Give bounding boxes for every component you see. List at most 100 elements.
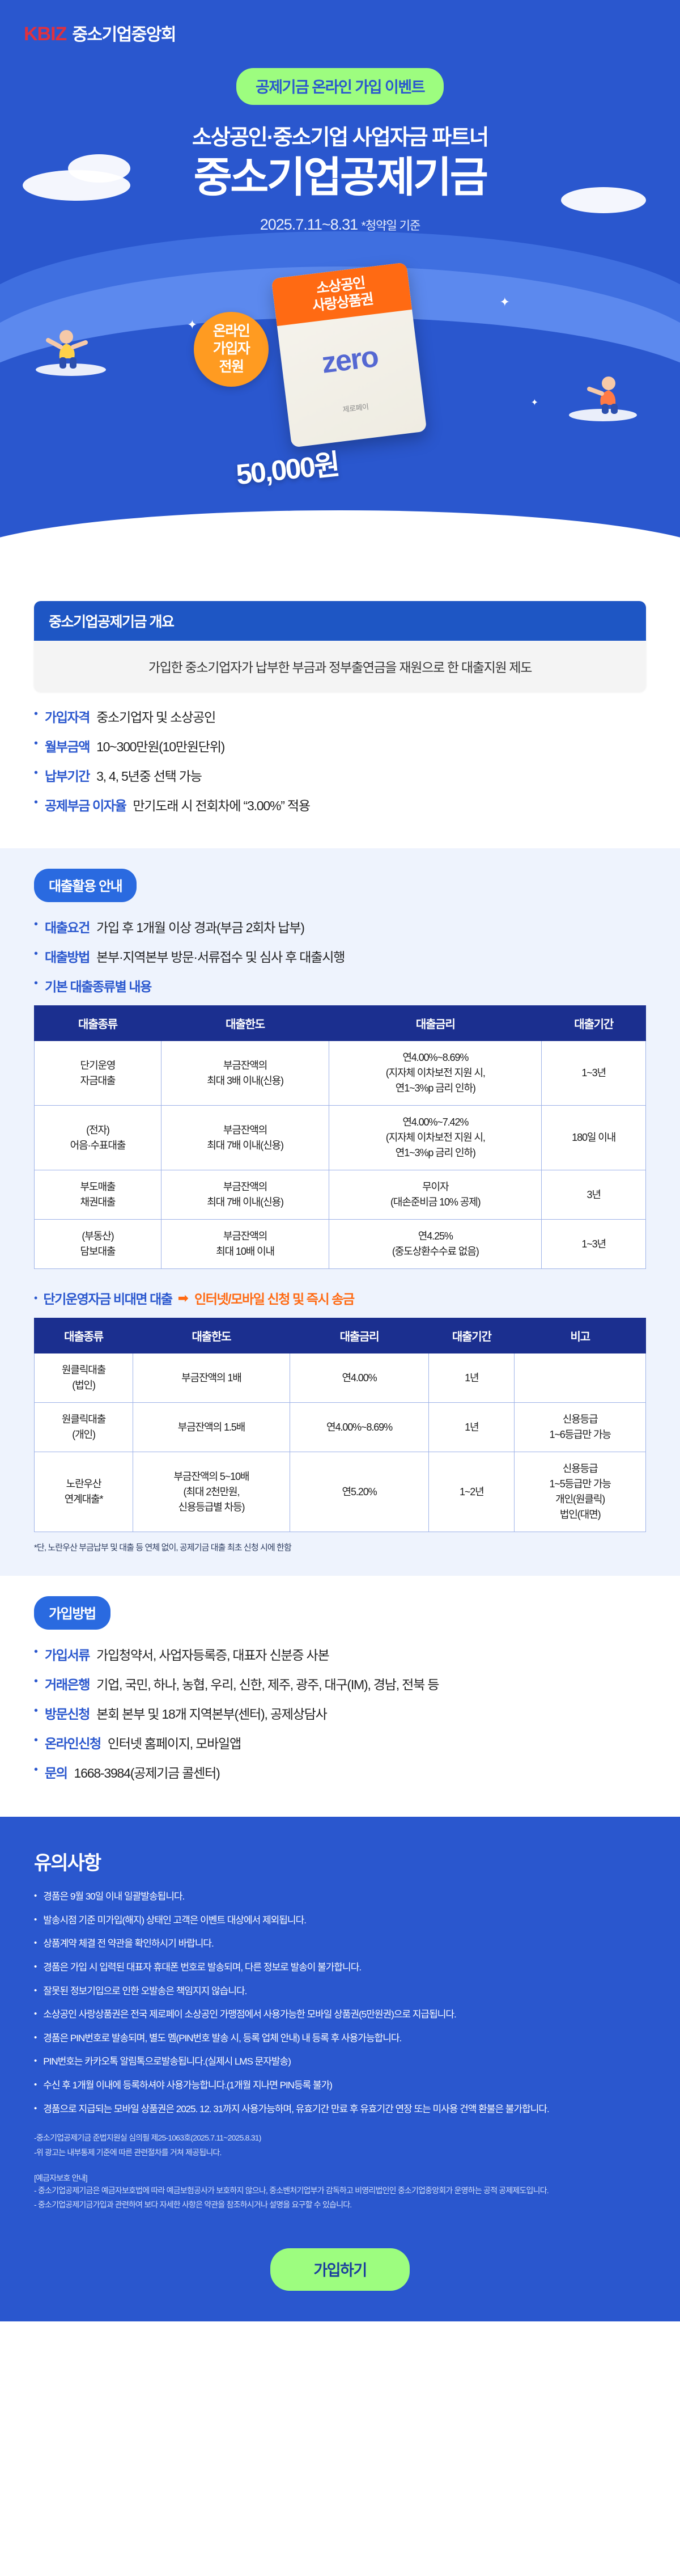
table-cell: 1~3년 [541, 1040, 646, 1106]
table-cell [514, 1353, 646, 1403]
notice-item: • 잘못된 정보기입으로 인한 오발송은 책임지지 않습니다. [34, 1985, 646, 1999]
legal-line: -중소기업공제기금 준법지원실 심의필 제25-1063호(2025.7.11~… [34, 2133, 261, 2143]
table-column-header: 대출종류 [33, 1318, 134, 1353]
bullet-dot-icon: • [34, 796, 39, 809]
notice-text: 경품은 PIN번호로 발송되며, 별도 멤(PIN번호 발송 시, 등록 업체 … [43, 2032, 402, 2044]
join-section: 가입방법 • 가입서류 가입청약서, 사업자등록증, 대표자 신분증 사본 • … [0, 1576, 680, 1817]
bullet-dot-icon: • [34, 1704, 39, 1717]
table-cell: 부금잔액의 최대 7배 이내(신용) [160, 1170, 330, 1220]
gift-composition: 온라인 가입자 전원 소상공인 사랑상품권 zero 제로페이 50,000원 [181, 262, 499, 505]
bullet-dot-icon: • [34, 1646, 39, 1658]
table-cell: 180일 이내 [541, 1105, 646, 1170]
table-row: 원클릭대출 (개인) 부금잔액의 1.5배 연4.00%~8.69% 1년 신용등급 1~6… [33, 1402, 646, 1452]
loan-footnote: *단, 노란우산 부금납부 및 대출 등 연체 없이, 공제기금 대출 최초 신… [34, 1543, 292, 1553]
table-cell: 연4.00%~8.69% (지자체 이차보전 지원 시, 연1~3%p 금리 인하) [329, 1040, 542, 1106]
bullet-dot-icon: • [34, 977, 39, 989]
table-column-header: 대출기간 [541, 1005, 646, 1041]
bullet-key: 월부금액 [45, 739, 90, 754]
table-cell: 1년 [428, 1402, 515, 1452]
table-cell: 부금잔액의 5~10배 (최대 2천만원, 신용등급별 차등) [133, 1452, 290, 1532]
notice-text: 수신 후 1개월 이내에 등록하셔야 사용가능합니다.(1개월 지나면 PIN등… [43, 2080, 333, 2091]
bullet-dot-icon: • [34, 708, 39, 720]
table-cell: 연5.20% [289, 1452, 430, 1532]
bullet-value: 1668-3984(공제기금 콜센터) [74, 1766, 220, 1780]
untact-label: 단기운영자금 비대면 대출 [43, 1292, 173, 1306]
wave-bottom-white [0, 510, 680, 578]
bullet-dot-icon: • [34, 1763, 39, 1776]
table-cell: 부도매출 채권대출 [34, 1170, 162, 1220]
bullet-key: 문의 [45, 1766, 68, 1780]
cloud-icon [561, 187, 646, 213]
bullet-dot-icon: • [34, 1891, 37, 1901]
arrow-right-icon: ➡ [177, 1290, 189, 1305]
notice-item: • 발송시점 기준 미가입(해지) 상태인 고객은 이벤트 대상에서 제외됩니다. [34, 1914, 646, 1928]
list-item: • 가입서류 가입청약서, 사업자등록증, 대표자 신분증 사본 [34, 1644, 646, 1664]
list-item: • 거래은행 기업, 국민, 하나, 농협, 우리, 신한, 제주, 광주, 대… [34, 1674, 646, 1693]
hero-subtitle: 소상공인·중소기업 사업자금 파트너 [192, 126, 489, 150]
hero-title: 중소기업공제기금 [193, 154, 488, 201]
table-row: (부동산) 담보대출 부금잔액의 최대 10배 이내 연4.25% (중도상환수수료 없음… [34, 1219, 646, 1269]
legal-text: -중소기업공제기금 준법지원실 심의필 제25-1063호(2025.7.11~… [34, 2131, 646, 2159]
notice-item: • 경품은 PIN번호로 발송되며, 별도 멤(PIN번호 발송 시, 등록 업체… [34, 2032, 646, 2046]
table-cell: 원클릭대출 (개인) [33, 1402, 134, 1452]
bullet-value: 기업, 국민, 하나, 농협, 우리, 신한, 제주, 광주, 대구(IM), … [96, 1677, 439, 1692]
table-column-header: 비고 [514, 1318, 646, 1353]
bullet-key: 방문신청 [45, 1707, 90, 1721]
hero-date-note: *청약일 기준 [361, 219, 421, 232]
table-cell: 1~2년 [428, 1452, 515, 1532]
badge-line-3: 전원 [219, 358, 244, 375]
notice-text: 상품계약 체결 전 약관을 확인하시기 바랍니다. [43, 1938, 214, 1949]
sparkle-icon: ✦ [187, 318, 198, 332]
bullet-dot-icon: • [34, 1292, 38, 1304]
online-signup-badge: 온라인 가입자 전원 [194, 312, 269, 387]
list-item: • 대출방법 본부·지역본부 방문·서류접수 및 심사 후 대출시행 [34, 946, 646, 966]
bullet-dot-icon: • [34, 767, 39, 779]
table-column-header: 대출금리 [329, 1005, 542, 1041]
table-row: 부도매출 채권대출 부금잔액의 최대 7배 이내(신용) 무이자 (대손준비금 10% 공… [34, 1170, 646, 1220]
hero-section: KBIZ 중소기업중앙회 공제기금 온라인 가입 이벤트 소상공인·중소기업 사… [0, 0, 680, 578]
loan-section: 대출활용 안내 • 대출요건 가입 후 1개월 이상 경과(부금 2회차 납부)… [0, 848, 680, 1576]
surfer-illustration-left [36, 330, 106, 376]
sparkle-icon: ✦ [499, 295, 510, 309]
brand-logo[interactable]: KBIZ 중소기업중앙회 [24, 20, 177, 45]
table-cell: 무이자 (대손준비금 10% 공제) [329, 1170, 542, 1220]
notice-text: 경품은 9월 30일 이내 일괄발송됩니다. [43, 1891, 185, 1902]
bullet-dot-icon: • [34, 1961, 37, 1972]
notice-item: • 상품계약 체결 전 약관을 확인하시기 바랍니다. [34, 1937, 646, 1951]
signup-button[interactable]: 가입하기 [270, 2248, 410, 2291]
table-column-header: 대출종류 [34, 1005, 162, 1041]
table-row: 원클릭대출 (법인) 부금잔액의 1배 연4.00% 1년 [33, 1353, 646, 1403]
bullet-dot-icon: • [34, 2080, 37, 2090]
notice-text: 소상공인 사랑상품권은 전국 제로페이 소상공인 가맹점에서 사용가능한 모바일… [43, 2009, 456, 2020]
table-cell: 신용등급 1~6등급만 가능 [514, 1402, 646, 1452]
gift-amount: 50,000원 [234, 448, 341, 491]
table-cell: 부금잔액의 1.5배 [133, 1402, 290, 1452]
table-cell: 연4.00%~7.42% (지자체 이차보전 지원 시, 연1~3%p 금리 인하) [329, 1105, 542, 1170]
bullet-dot-icon: • [34, 1734, 39, 1746]
bullet-dot-icon: • [34, 2103, 37, 2113]
table-cell: 1년 [428, 1353, 515, 1403]
bullet-value: 10~300만원(10만원단위) [96, 739, 225, 754]
notice-text: 경품은 가입 시 입력된 대표자 휴대폰 번호로 발송되며, 다른 정보로 발송… [43, 1961, 362, 1973]
list-item: • 대출요건 가입 후 1개월 이상 경과(부금 2회차 납부) [34, 917, 646, 936]
gift-card: 소상공인 사랑상품권 zero 제로페이 [271, 262, 427, 448]
table-cell: 단기운영 자금대출 [34, 1040, 162, 1106]
bullet-value: 인터넷 홈페이지, 모바일앱 [107, 1736, 241, 1751]
table-cell: 3년 [541, 1170, 646, 1220]
table-cell: 연4.00% [289, 1353, 430, 1403]
bullet-value: 3, 4, 5년중 선택 가능 [96, 769, 202, 784]
bullet-value: 본부·지역본부 방문·서류접수 및 심사 후 대출시행 [96, 950, 345, 965]
untact-highlight: 인터넷/모바일 신청 및 즉시 송금 [194, 1292, 355, 1306]
brand-name: 중소기업중앙회 [72, 26, 176, 44]
overview-panel: 중소기업공제기금 개요 가입한 중소기업자가 납부한 부금과 정부출연금을 재원… [34, 601, 646, 692]
bullet-value: 본회 본부 및 18개 지역본부(센터), 공제상담사 [96, 1707, 328, 1721]
notice-section: 유의사항 • 경품은 9월 30일 이내 일괄발송됩니다. • 발송시점 기준 미가입… [0, 1817, 680, 2235]
loan-table-untact: 대출종류 대출한도 대출금리 대출기간 비고 원클릭대출 (법인) 부금잔액의 1배 연4.0… [33, 1318, 646, 1532]
table-cell: (부동산) 담보대출 [34, 1219, 162, 1269]
bullet-dot-icon: • [34, 2056, 37, 2066]
notice-title: 유의사항 [34, 1852, 101, 1874]
badge-line-1: 온라인 [212, 323, 250, 340]
notice-text: 잘못된 정보기입으로 인한 오발송은 책임지지 않습니다. [43, 1985, 247, 1996]
list-item: • 문의 1668-3984(공제기금 콜센터) [34, 1762, 646, 1782]
hero-date-range: 2025.7.11~8.31 [260, 215, 358, 233]
